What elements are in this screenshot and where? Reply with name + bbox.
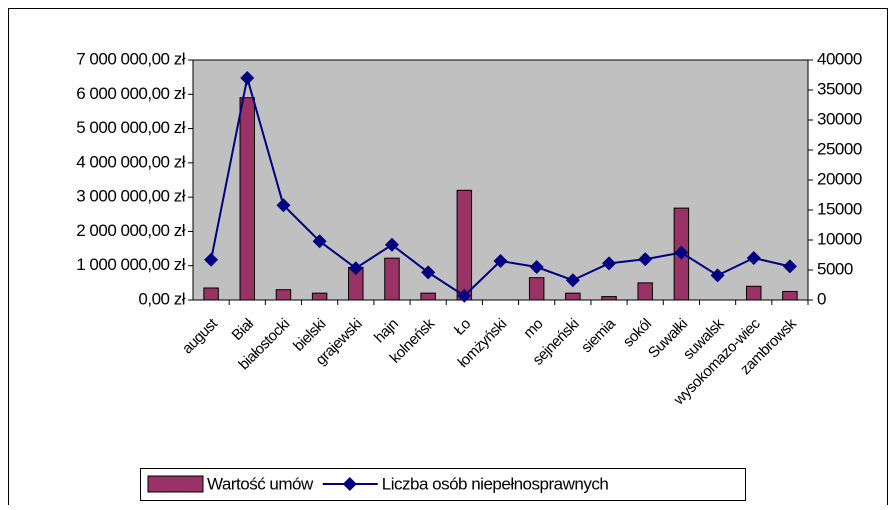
bar	[565, 292, 581, 301]
bar	[528, 277, 545, 301]
legend-marker	[342, 477, 357, 491]
bar	[456, 189, 473, 301]
marker	[421, 265, 436, 280]
y2-tick-label: 15000	[817, 199, 862, 218]
y-tick-label: 4 000 000,00 zł	[76, 152, 185, 171]
y-tick-label: 7 000 000,00 zł	[76, 49, 185, 68]
marker	[746, 251, 761, 265]
y-tick-label: 1 000 000,00 zł	[76, 255, 185, 274]
marker	[529, 260, 544, 274]
bar	[746, 285, 762, 301]
y2-tick-label: 10000	[817, 229, 862, 248]
y2-tick-label: 20000	[817, 169, 862, 188]
bar	[782, 290, 798, 301]
y2-tick-label: 5000	[817, 259, 853, 278]
bar	[384, 257, 400, 301]
marker	[457, 288, 472, 303]
y2-tick-label: 35000	[817, 79, 862, 98]
legend-label: Liczba osób niepełnosprawnych	[382, 474, 609, 493]
y2-tick-label: 40000	[817, 49, 862, 68]
marker	[674, 245, 689, 260]
marker	[384, 237, 399, 252]
marker	[782, 259, 797, 274]
marker	[348, 261, 363, 276]
y2-tick-label: 25000	[817, 139, 862, 158]
marker	[493, 254, 508, 268]
y2-tick-label: 30000	[817, 109, 862, 128]
marker	[276, 198, 291, 213]
legend-swatch	[147, 475, 204, 493]
marker	[240, 71, 255, 85]
marker	[638, 252, 653, 267]
y-tick-label: 3 000 000,00 zł	[76, 187, 185, 206]
bar	[311, 292, 328, 301]
legend-label: Wartość umów	[207, 474, 314, 493]
y-tick-label: 5 000 000,00 zł	[76, 118, 185, 137]
marker	[602, 256, 617, 271]
marker	[710, 268, 725, 283]
marker	[204, 252, 219, 267]
bar	[203, 287, 219, 301]
y2-tick-label: 0	[817, 289, 826, 308]
marker	[565, 273, 580, 288]
y-tick-label: 6 000 000,00 zł	[76, 84, 185, 103]
bar	[275, 289, 292, 301]
y-tick-label: 0,00 zł	[138, 289, 185, 308]
y-tick-label: 2 000 000,00 zł	[76, 221, 185, 240]
legend-box	[140, 468, 746, 501]
bar	[601, 296, 617, 301]
bar	[637, 282, 653, 301]
marker	[312, 234, 327, 249]
bar	[239, 97, 256, 301]
bar	[420, 292, 436, 301]
